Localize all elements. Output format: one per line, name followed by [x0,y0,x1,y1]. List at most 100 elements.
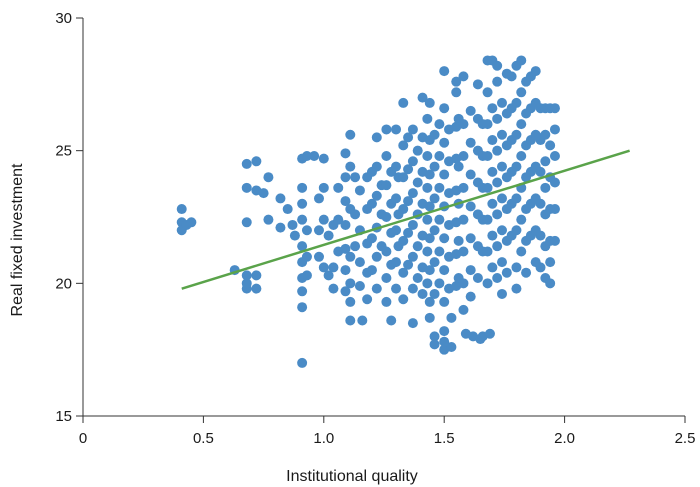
data-point [439,169,450,180]
data-point [424,233,435,244]
y-tick-label: 25 [55,143,72,160]
trend-line [181,149,630,290]
data-point [297,286,308,297]
data-point [371,132,382,143]
data-point [345,129,356,140]
data-point [487,103,498,114]
x-tick-label: 2.0 [554,430,575,447]
data-point [417,288,428,299]
data-point [496,97,507,108]
data-point [465,265,476,276]
data-point [453,161,464,172]
data-point [496,225,507,236]
data-point [482,182,493,193]
data-point [446,312,457,323]
data-point [482,119,493,130]
data-point [422,182,433,193]
data-point [398,267,409,278]
data-point [429,288,440,299]
data-point [487,198,498,209]
data-point [492,241,503,252]
data-point [516,214,527,225]
data-point [381,296,392,307]
data-point [345,251,356,262]
data-point [407,251,418,262]
data-point [371,251,382,262]
data-point [398,172,409,183]
data-point [340,243,351,254]
data-point [241,270,252,281]
data-point [412,273,423,284]
data-point [301,270,312,281]
data-point [407,124,418,135]
data-point [458,278,469,289]
data-point [241,182,252,193]
data-point [429,161,440,172]
data-point [535,166,546,177]
data-point [366,265,377,276]
data-point [446,342,457,353]
data-point [381,212,392,222]
data-point [549,103,560,114]
data-point [350,209,361,220]
data-point [465,137,476,148]
data-point [318,182,329,193]
data-point [516,150,527,161]
data-point [391,161,402,172]
data-point [487,230,498,241]
data-point [434,150,445,161]
data-point [496,193,507,204]
data-point [391,193,402,204]
data-point [458,246,469,257]
data-point [487,135,498,146]
data-point [381,246,392,257]
data-point [381,180,392,191]
data-point [412,241,423,252]
fit-line-layer [181,149,630,290]
data-point [398,97,409,108]
data-point [439,233,450,244]
data-point [549,235,560,246]
data-point [439,103,450,114]
data-point [439,326,450,337]
data-point [451,76,462,87]
data-point [403,227,414,238]
data-point [429,193,440,204]
data-point [535,198,546,209]
axes: 15 20 25 30 0 0.5 1.0 1.5 2.0 2.5 [55,10,695,447]
data-point [472,79,483,90]
data-point [501,267,512,278]
data-point [424,97,435,108]
data-point [350,241,361,252]
data-point [318,153,329,164]
x-axis-title: Institutional quality [286,468,418,485]
data-point [407,188,418,199]
data-point [340,172,351,183]
data-point [506,71,517,82]
data-point [323,230,334,241]
data-point [482,278,493,289]
data-point [472,273,483,284]
data-point [301,150,312,161]
data-point [549,204,560,215]
x-tick-label: 1.5 [434,430,455,447]
data-point [263,172,274,183]
data-point [540,129,551,140]
data-point [496,161,507,172]
data-point [439,66,450,77]
data-point [453,235,464,246]
data-point [424,201,435,212]
data-point [403,259,414,270]
data-point [429,257,440,268]
data-point [422,113,433,124]
data-point [458,182,469,193]
data-point [297,182,308,193]
data-point [458,214,469,225]
data-point [451,87,462,98]
data-point [407,283,418,294]
data-point [362,294,373,305]
data-point [391,124,402,135]
data-point [275,222,286,233]
data-point [458,304,469,315]
data-point [422,150,433,161]
